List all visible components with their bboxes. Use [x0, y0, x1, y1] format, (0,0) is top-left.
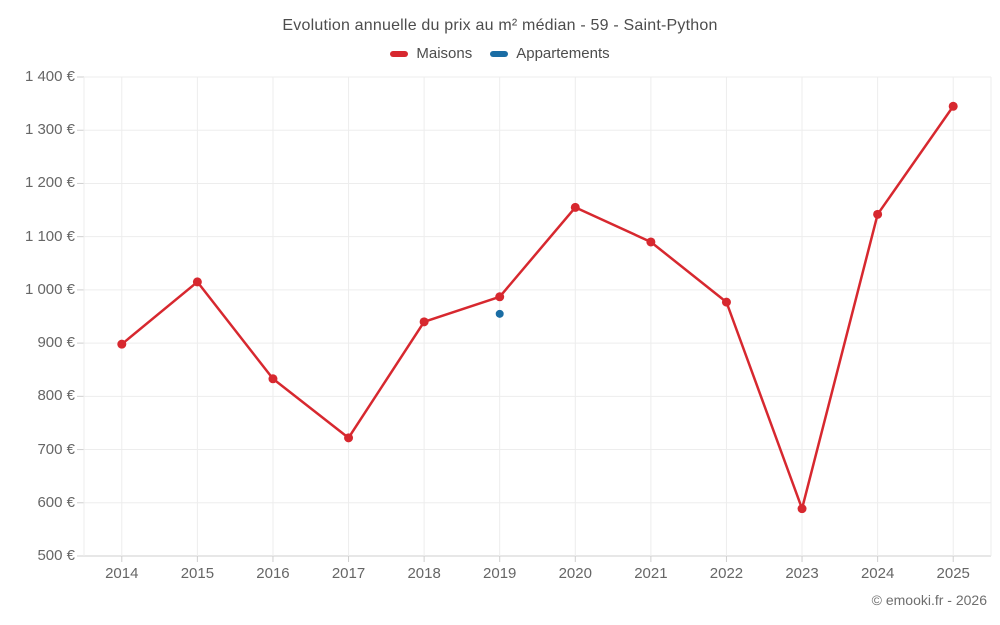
y-tick-label: 800 €: [37, 387, 75, 405]
x-tick-label: 2014: [105, 565, 139, 582]
series-line-maisons: [120, 105, 955, 510]
data-point-maisons-2021[interactable]: [646, 237, 656, 247]
x-tick-label: 2015: [180, 565, 215, 582]
x-tick-label: 2021: [634, 565, 668, 582]
y-tick-label: 900 €: [37, 334, 75, 352]
y-tick-label: 1 000 €: [24, 280, 75, 298]
y-tick-label: 600 €: [37, 493, 75, 511]
data-point-maisons-2014[interactable]: [117, 339, 127, 349]
x-tick-label: 2022: [709, 565, 744, 582]
y-tick-label: 1 300 €: [24, 121, 75, 139]
x-tick-label: 2020: [558, 565, 592, 582]
y-tick-label: 500 €: [37, 547, 75, 564]
x-tick-label: 2017: [331, 565, 366, 582]
legend-label-maisons: Maisons: [416, 45, 473, 62]
x-tick-label: 2024: [860, 565, 895, 582]
legend-item-maisons[interactable]: Maisons: [390, 45, 472, 62]
y-tick-label: 1 200 €: [24, 174, 75, 192]
y-tick-label: 1 400 €: [24, 68, 75, 85]
data-point-maisons-2020[interactable]: [570, 202, 580, 212]
x-tick-label: 2018: [407, 565, 441, 582]
chart-title: Evolution annuelle du prix au m² médian …: [282, 17, 718, 34]
x-tick-label: 2016: [256, 565, 290, 582]
data-point-maisons-2024[interactable]: [873, 209, 883, 219]
legend: Maisons Appartements: [0, 45, 1000, 62]
appartements-series-swatch-icon: [490, 50, 509, 57]
data-point-maisons-2016[interactable]: [268, 374, 278, 384]
data-point-maisons-2025[interactable]: [948, 101, 958, 111]
copyright-watermark: © emooki.fr - 2026: [871, 592, 987, 608]
data-point-appartements-2019[interactable]: [495, 309, 504, 318]
data-point-maisons-2023[interactable]: [797, 504, 807, 514]
legend-item-appartements[interactable]: Appartements: [490, 45, 610, 62]
data-point-maisons-2022[interactable]: [721, 297, 731, 307]
x-tick-label: 2019: [483, 565, 517, 582]
data-point-maisons-2018[interactable]: [419, 317, 429, 327]
x-tick-label: 2023: [785, 565, 819, 582]
data-point-maisons-2019[interactable]: [495, 292, 505, 302]
x-tick-label: 2025: [936, 565, 970, 582]
data-point-maisons-2017[interactable]: [344, 433, 354, 443]
y-tick-label: 700 €: [37, 440, 75, 458]
legend-label-appartements: Appartements: [516, 45, 610, 62]
data-point-maisons-2015[interactable]: [192, 277, 202, 287]
y-tick-label: 1 100 €: [24, 227, 75, 245]
maisons-series-swatch-icon: [390, 50, 409, 57]
